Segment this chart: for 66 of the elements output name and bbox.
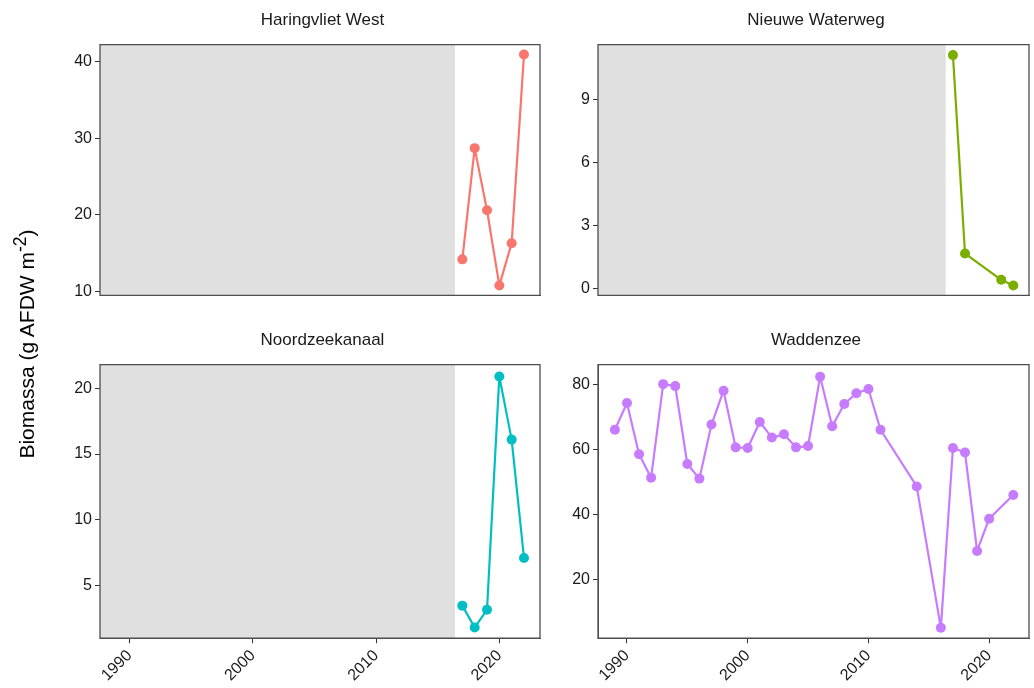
y-tick-label: 60	[572, 439, 591, 457]
y-tick-label: 20	[572, 570, 591, 588]
point	[518, 49, 529, 60]
point	[851, 388, 862, 399]
point	[658, 379, 669, 390]
chart-title: Haringvliet West	[259, 10, 386, 30]
y-tick-label: 5	[83, 576, 93, 594]
y-tick-label: 80	[572, 374, 591, 392]
point	[875, 424, 886, 435]
point	[482, 604, 492, 615]
point	[947, 443, 958, 453]
y-tick-label: 40	[74, 51, 93, 69]
point	[506, 434, 517, 445]
y-tick-label: 6	[581, 152, 591, 170]
point	[682, 458, 693, 469]
point	[1008, 489, 1019, 500]
y-tick-label: 30	[74, 128, 93, 146]
point	[730, 442, 741, 453]
point	[972, 545, 983, 556]
y-tick-label: 10	[74, 510, 93, 528]
y-tick-label: 0	[581, 279, 591, 297]
chart-title: Nieuwe Waterweg	[746, 10, 886, 30]
point	[960, 447, 971, 458]
point	[670, 381, 681, 392]
point	[766, 432, 777, 443]
point	[790, 442, 801, 453]
y-tick-label: 15	[74, 444, 93, 462]
point	[947, 50, 958, 61]
point	[863, 384, 874, 395]
point	[960, 248, 971, 259]
point	[778, 429, 789, 440]
point	[621, 398, 632, 409]
point	[518, 553, 529, 563]
point	[839, 399, 850, 410]
point	[457, 254, 468, 265]
point	[911, 481, 922, 492]
y-tick-label: 20	[74, 205, 93, 223]
y-tick-label: 20	[74, 378, 93, 396]
chart-title: Waddenzee	[769, 330, 863, 350]
point	[694, 473, 705, 484]
point	[506, 238, 517, 249]
point	[646, 472, 657, 483]
point	[609, 424, 620, 435]
point	[754, 416, 765, 427]
point	[935, 622, 946, 633]
point	[457, 600, 468, 611]
y-tick-label: 10	[74, 281, 93, 299]
point	[827, 421, 838, 432]
point	[482, 205, 492, 216]
y-tick-label: 9	[581, 89, 591, 107]
point	[803, 441, 814, 452]
y-tick-label: 3	[581, 215, 591, 233]
point	[706, 419, 717, 430]
y-tick-label: 40	[572, 504, 591, 522]
point	[984, 513, 995, 524]
point	[815, 371, 826, 382]
point	[742, 443, 753, 453]
point	[634, 449, 645, 460]
point	[996, 274, 1007, 285]
point	[469, 622, 480, 633]
point	[718, 385, 729, 396]
point	[494, 280, 505, 291]
chart-title: Noordzeekanaal	[259, 330, 386, 350]
point	[469, 143, 480, 154]
point	[494, 371, 505, 382]
point	[1008, 280, 1019, 291]
